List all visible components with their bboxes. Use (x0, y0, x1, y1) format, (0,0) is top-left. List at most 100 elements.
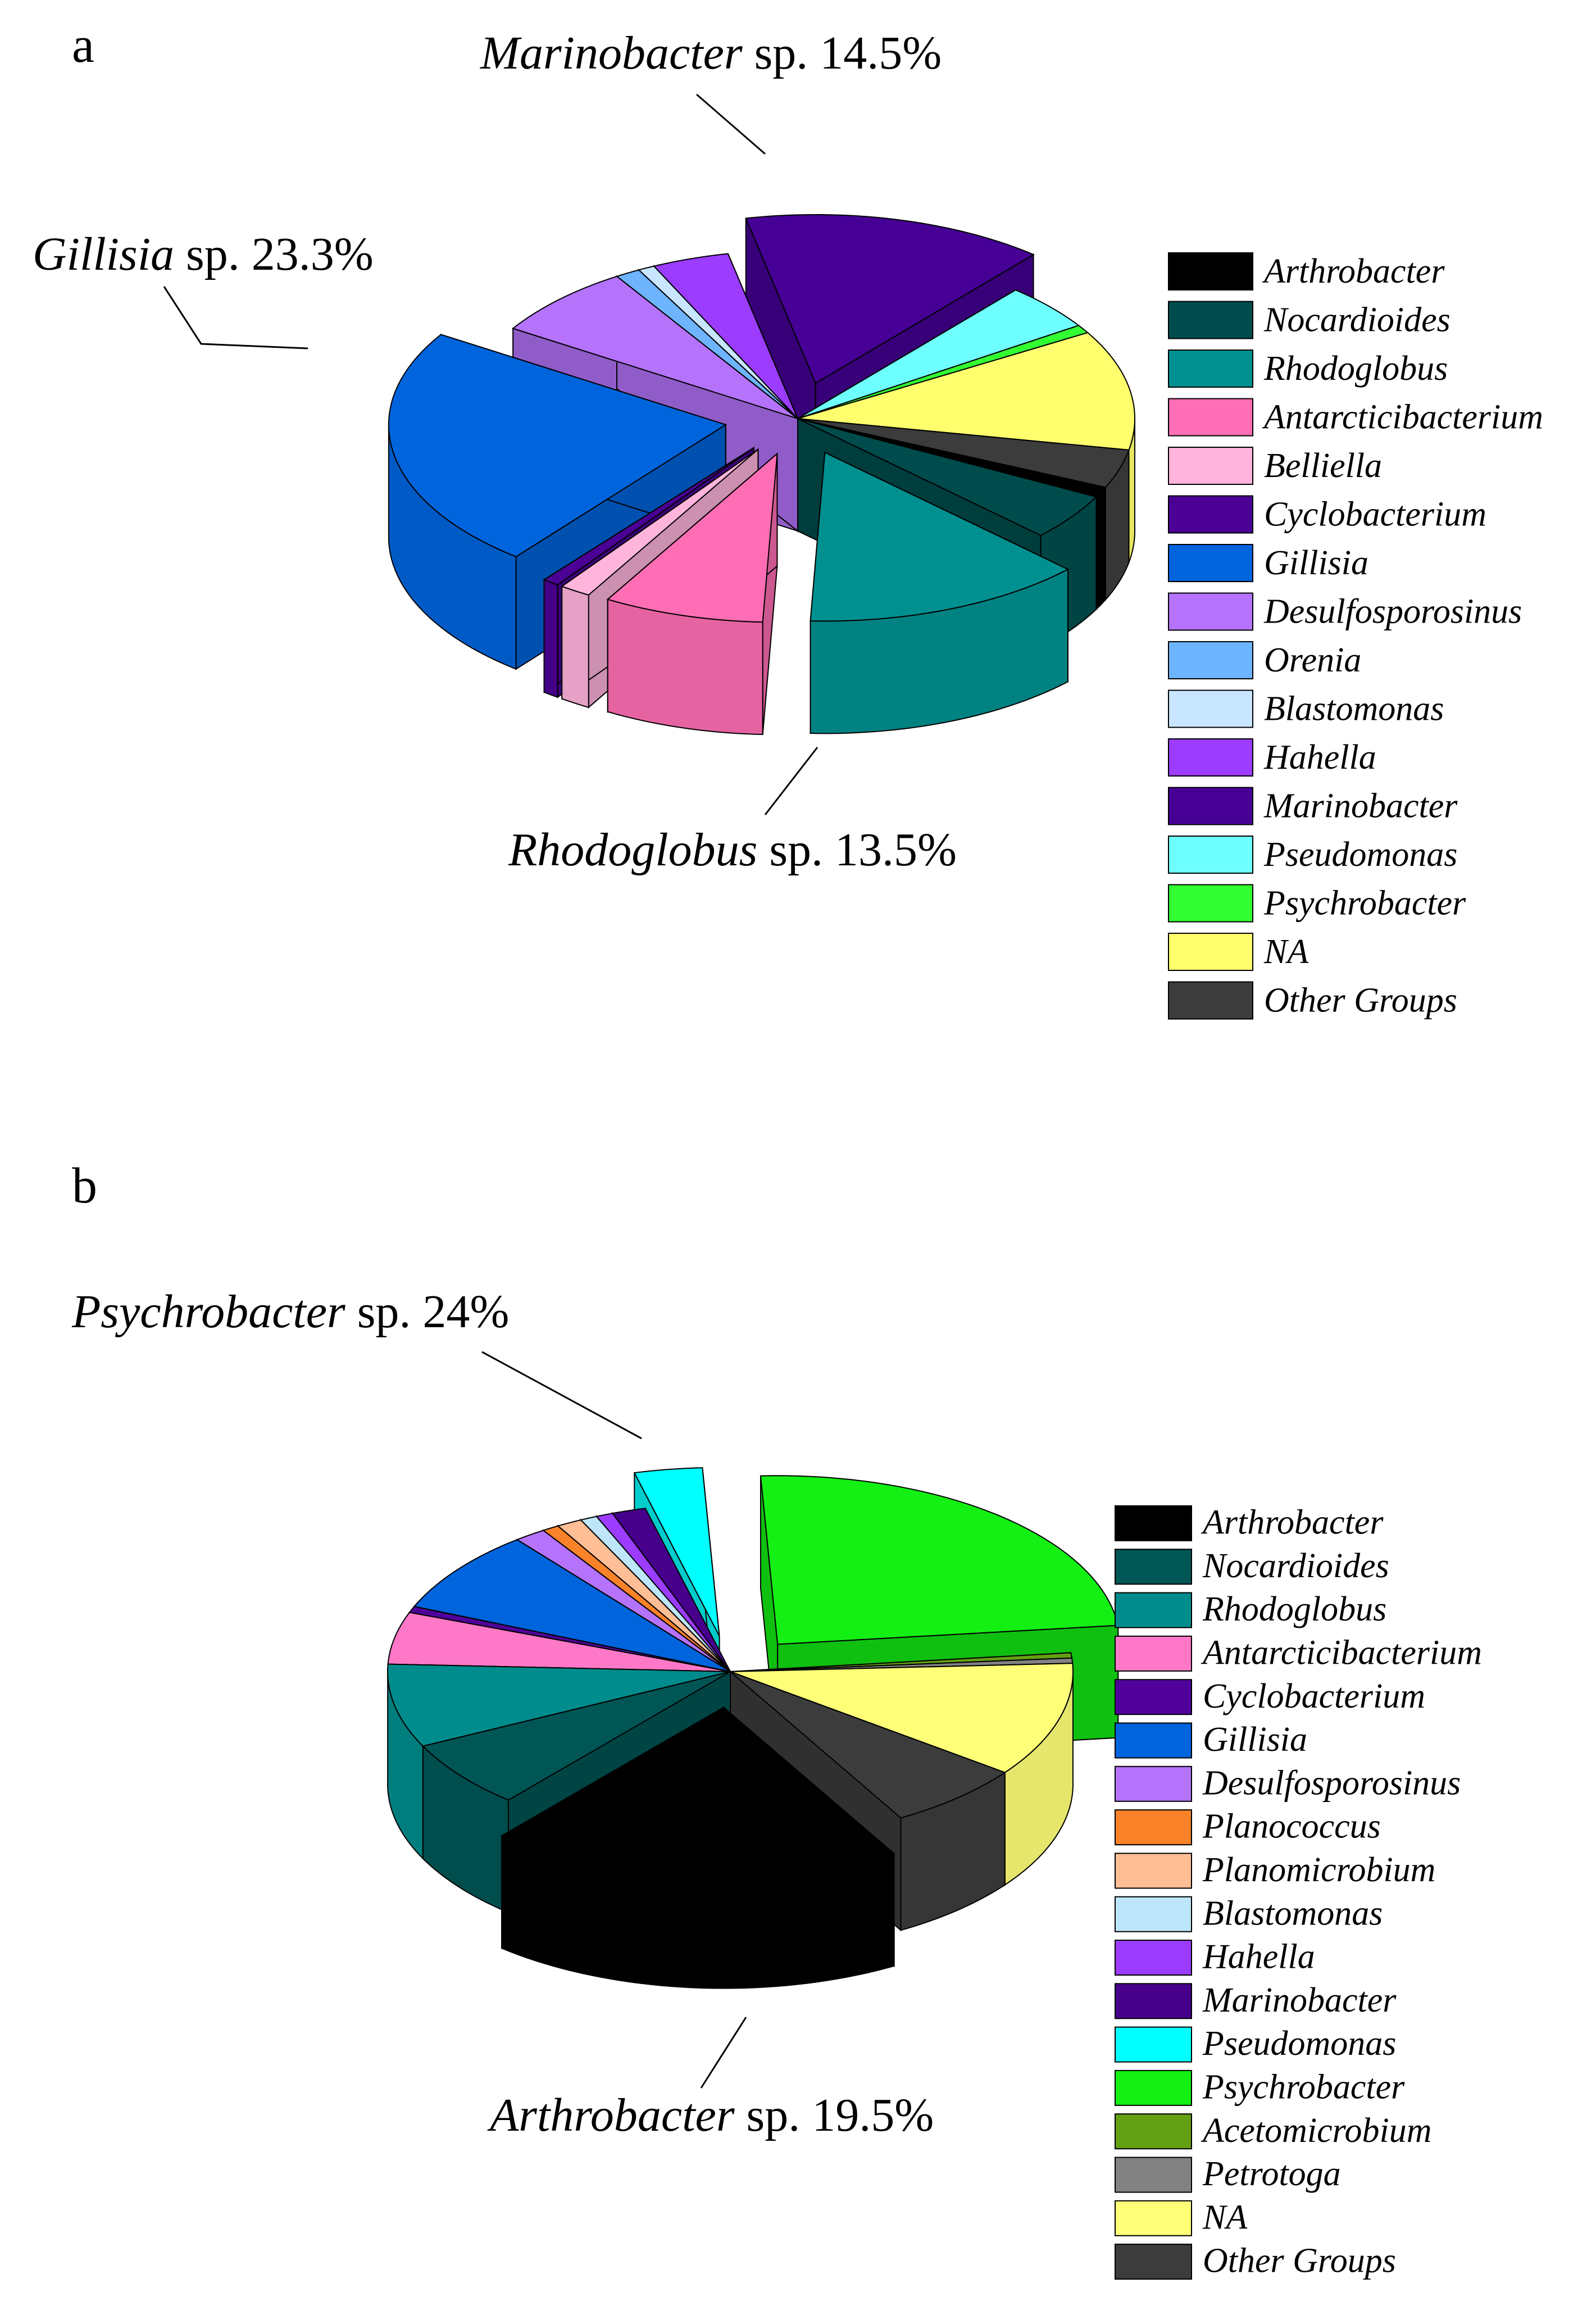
legend-swatch (1115, 1940, 1192, 1976)
legend-swatch (1168, 495, 1253, 534)
legend-item-na: NA (1168, 933, 1309, 971)
legend-swatch (1115, 1983, 1192, 2019)
pie-slice-rhodoglobus (810, 451, 1070, 734)
panel-letter-a: a (72, 17, 94, 73)
legend-item-nocardioides: Nocardioides (1168, 301, 1451, 339)
callout-genus: Arthrobacter (487, 2089, 735, 2141)
leader-line-gillisia (163, 286, 308, 349)
legend-label: Antarcticibacterium (1262, 398, 1543, 436)
callout-arthrobacter: Arthrobacter sp. 19.5% (487, 2089, 934, 2141)
legend-swatch (1168, 933, 1253, 971)
legend-item-psychrobacter: Psychrobacter (1168, 884, 1466, 923)
legend-item-petrotoga: Petrotoga (1115, 2155, 1341, 2193)
legend-swatch (1115, 2026, 1192, 2063)
legend-item-pseudomonas: Pseudomonas (1115, 2025, 1396, 2063)
legend-swatch (1115, 2244, 1192, 2280)
legend-swatch (1115, 2200, 1192, 2236)
legend-item-acetomicrobium: Acetomicrobium (1115, 2112, 1431, 2150)
legend-label: Antarcticibacterium (1201, 1634, 1482, 1672)
legend-item-blastomonas: Blastomonas (1168, 689, 1444, 728)
callout-suffix: sp. 23.3% (174, 228, 374, 280)
legend-label: Other Groups (1203, 2242, 1396, 2280)
leader-line-arthrobacter (700, 2017, 747, 2089)
callout-marinobacter: Marinobacter sp. 14.5% (480, 27, 942, 79)
legend-swatch (1168, 884, 1253, 923)
legend-label: Marinobacter (1202, 1981, 1397, 2019)
callout-rhodoglobus: Rhodoglobus sp. 13.5% (508, 824, 957, 876)
legend-label: Psychrobacter (1263, 884, 1466, 922)
legend-swatch (1115, 1679, 1192, 1715)
legend-swatch (1115, 1592, 1192, 1628)
legend-swatch (1168, 301, 1253, 339)
legend-swatch (1115, 1549, 1192, 1585)
panel-letter-b: b (72, 1158, 97, 1214)
legend-swatch (1115, 2069, 1192, 2106)
callout-gillisia: Gillisia sp. 23.3% (33, 228, 374, 280)
legend-item-planococcus: Planococcus (1115, 1808, 1381, 1846)
legend-item-cyclobacterium: Cyclobacterium (1168, 495, 1486, 534)
legend-item-planomicrobium: Planomicrobium (1115, 1851, 1435, 1889)
legend-item-antarcticibacterium: Antarcticibacterium (1115, 1634, 1482, 1672)
legend-item-orenia: Orenia (1168, 641, 1361, 679)
legend-label: Cyclobacterium (1203, 1677, 1425, 1715)
callout-genus: Marinobacter (480, 27, 743, 79)
callout-suffix: sp. 24% (345, 1286, 510, 1338)
legend-label: Rhodoglobus (1263, 349, 1448, 388)
legend-label: Marinobacter (1263, 787, 1458, 825)
legend-swatch (1168, 981, 1253, 1020)
legend-label: Hahella (1263, 738, 1376, 777)
legend-label: Petrotoga (1202, 2155, 1341, 2193)
legend-label: Nocardioides (1202, 1547, 1389, 1585)
legend-label: Belliella (1264, 447, 1382, 485)
legend-label: Blastomonas (1203, 1894, 1383, 1932)
legend-label: Blastomonas (1264, 689, 1444, 728)
legend-item-rhodoglobus: Rhodoglobus (1115, 1590, 1386, 1628)
legend-swatch (1168, 398, 1253, 437)
legend-item-antarcticibacterium: Antarcticibacterium (1168, 398, 1543, 437)
legend-item-blastomonas: Blastomonas (1115, 1894, 1383, 1932)
callout-suffix: sp. 14.5% (743, 27, 942, 79)
legend-swatch (1168, 252, 1253, 290)
callout-psychrobacter: Psychrobacter sp. 24% (71, 1286, 509, 1338)
panel-a: a Arthrobacter Nocardioides Rhodoglobus Ant… (33, 17, 1543, 1020)
legend-item-marinobacter: Marinobacter (1115, 1981, 1397, 2019)
legend-item-hahella: Hahella (1168, 738, 1376, 777)
legend-swatch (1115, 1809, 1192, 1846)
legend-label: Orenia (1264, 641, 1361, 679)
legend-item-arthrobacter: Arthrobacter (1168, 252, 1445, 290)
legend-swatch (1168, 738, 1253, 777)
legend-label: Desulfosporosinus (1263, 592, 1522, 630)
legend-item-desulfosporosinus: Desulfosporosinus (1115, 1764, 1461, 1802)
legend-item-nocardioides: Nocardioides (1115, 1547, 1389, 1585)
legend-swatch (1168, 836, 1253, 874)
pie-chart-b (387, 1467, 1119, 1989)
legend-swatch (1115, 1722, 1192, 1759)
legend-item-rhodoglobus: Rhodoglobus (1168, 349, 1448, 388)
legend-swatch (1115, 1853, 1192, 1889)
legend-label: Pseudomonas (1202, 2025, 1396, 2063)
legend-label: Rhodoglobus (1202, 1590, 1386, 1628)
legend-label: Cyclobacterium (1264, 495, 1486, 533)
callout-genus: Psychrobacter (71, 1286, 345, 1338)
legend-swatch (1115, 1505, 1192, 1541)
legend-label: Hahella (1202, 1938, 1315, 1976)
legend-item-pseudomonas: Pseudomonas (1168, 836, 1457, 874)
legend-label: Pseudomonas (1263, 836, 1457, 874)
leader-line-marinobacter (696, 93, 766, 155)
legend-swatch (1168, 349, 1253, 388)
legend-label: NA (1263, 933, 1309, 971)
legend-item-arthrobacter: Arthrobacter (1115, 1504, 1384, 1542)
legend-swatch (1115, 1635, 1192, 1672)
legend-label: NA (1202, 2198, 1248, 2236)
legend-b: Arthrobacter Nocardioides Rhodoglobus Antar… (1115, 1504, 1482, 2280)
legend-swatch (1115, 2113, 1192, 2150)
legend-item-belliella: Belliella (1168, 447, 1382, 485)
legend-a: Arthrobacter Nocardioides Rhodoglobus Antar… (1168, 252, 1543, 1020)
legend-item-desulfosporosinus: Desulfosporosinus (1168, 592, 1522, 631)
panel-b: b Arthrobacter Nocardioides Rhodoglobus Ant… (71, 1158, 1482, 2280)
legend-label: Planomicrobium (1202, 1851, 1435, 1889)
legend-swatch (1168, 544, 1253, 582)
legend-swatch (1115, 1896, 1192, 1932)
legend-item-other-groups: Other Groups (1168, 981, 1457, 1020)
